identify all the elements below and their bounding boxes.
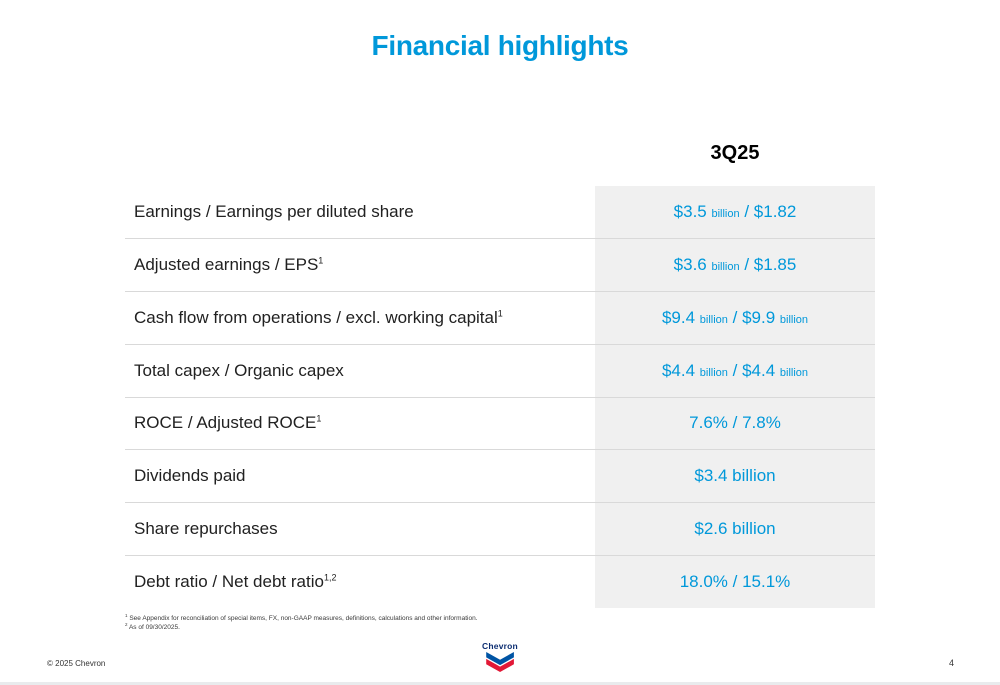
chevron-logo-wordmark: Chevron [482,641,518,651]
footnotes: 1 See Appendix for reconciliation of spe… [125,612,478,633]
row-label: Earnings / Earnings per diluted share [134,201,414,221]
footnote: 2 As of 09/30/2025. [125,622,180,632]
row-value: $2.6 billion [694,519,776,539]
column-header-3q25: 3Q25 [710,142,760,164]
row-value: $3.4 billion [694,466,776,486]
row-value: $3.5 billion / $1.82 [673,201,797,221]
row-value: $4.4 billion / $4.4 billion [661,360,809,380]
page-number: 4 [948,658,954,668]
row-label: Share repurchases [134,519,278,539]
chevron-logo: Chevron [482,641,518,677]
row-value: 7.6% / 7.8% [689,413,781,433]
table-row: Share repurchases $2.6 billion [125,503,875,557]
financial-table: Earnings / Earnings per diluted share $3.… [125,186,875,608]
row-label: ROCE / Adjusted ROCE1 [134,413,322,433]
row-label: Dividends paid [134,466,246,486]
row-label: Debt ratio / Net debt ratio1,2 [134,572,337,592]
copyright-text: © 2025 Chevron [47,659,106,668]
page-title: Financial highlights [371,30,629,61]
slide-bottom-edge [0,682,1000,685]
table-row: Debt ratio / Net debt ratio1,2 18.0% / 15… [125,556,875,608]
row-label: Cash flow from operations / excl. workin… [134,307,503,327]
table-row: Cash flow from operations / excl. workin… [125,292,875,345]
table-row: Adjusted earnings / EPS1 $3.6 billion / $… [125,239,875,292]
row-value: 18.0% / 15.1% [679,572,791,592]
table-row: Dividends paid $3.4 billion [125,450,875,504]
row-label: Total capex / Organic capex [134,360,344,380]
table-row: ROCE / Adjusted ROCE1 7.6% / 7.8% [125,398,875,451]
chevron-hallmark-icon [486,652,514,672]
row-label: Adjusted earnings / EPS1 [134,254,324,274]
row-value: $3.6 billion / $1.85 [673,254,797,274]
table-row: Total capex / Organic capex $4.4 billion … [125,345,875,398]
table-row: Earnings / Earnings per diluted share $3.… [125,186,875,239]
row-value: $9.4 billion / $9.9 billion [661,307,809,327]
footnote: 1 See Appendix for reconciliation of spe… [125,612,478,622]
